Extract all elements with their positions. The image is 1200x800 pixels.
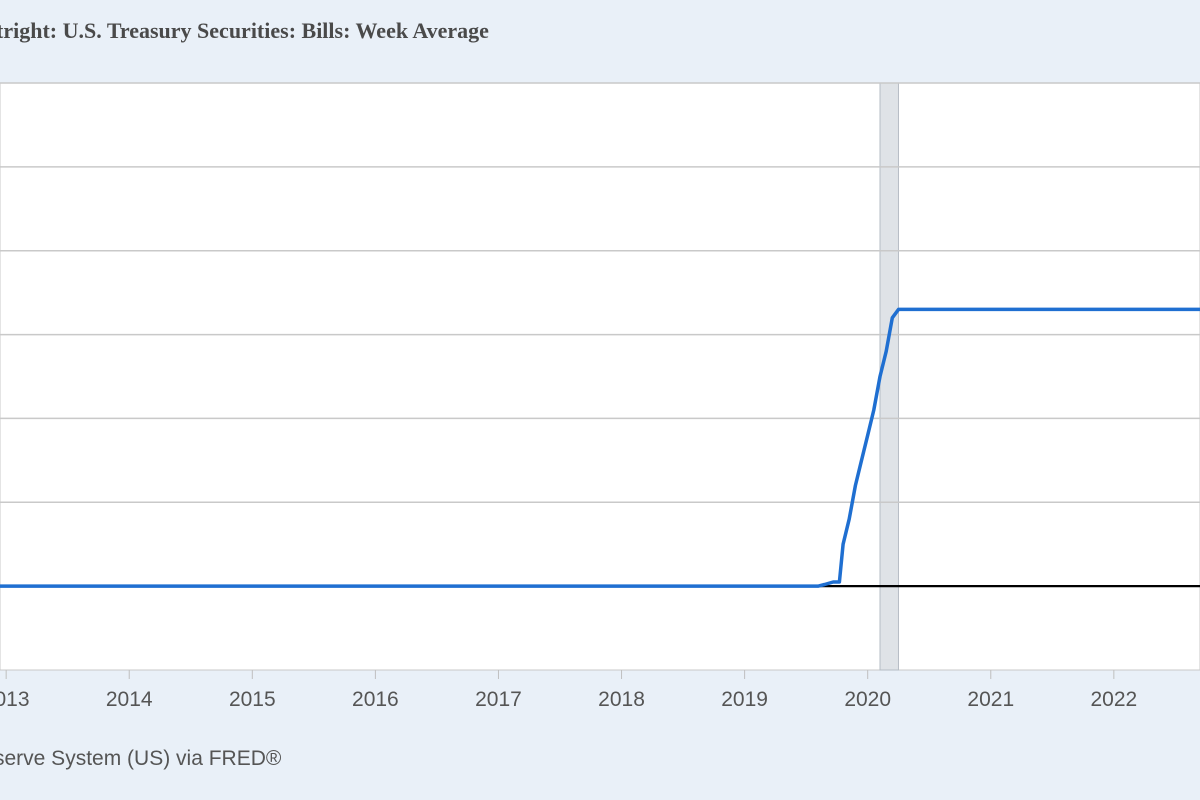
x-tick-label: 2021: [967, 688, 1014, 711]
x-axis-ticks: 2013 2014 2015 2016 2017 2018 2019 2020 2021 2022: [0, 670, 1137, 711]
x-tick-label: 2020: [844, 688, 891, 711]
x-tick-label: 2017: [475, 688, 522, 711]
x-tick-label: 2015: [229, 688, 276, 711]
recession-band: [879, 82, 899, 671]
recession-shading: [879, 82, 899, 671]
x-tick-label: 2014: [106, 688, 153, 711]
source-note: serve System (US) via FRED®: [0, 747, 282, 770]
x-tick-label: 2022: [1090, 688, 1137, 711]
x-tick-label: 2019: [721, 688, 768, 711]
series-line: [0, 307, 1200, 588]
x-tick-label: 2016: [352, 688, 399, 711]
x-tick-label: 2018: [598, 688, 645, 711]
series-layer: [0, 307, 1200, 588]
plot-area: [0, 82, 1200, 671]
chart-title: tright: U.S. Treasury Securities: Bills:…: [0, 18, 489, 43]
grid-lines: [0, 82, 1200, 504]
x-tick-label: 2013: [0, 688, 30, 711]
